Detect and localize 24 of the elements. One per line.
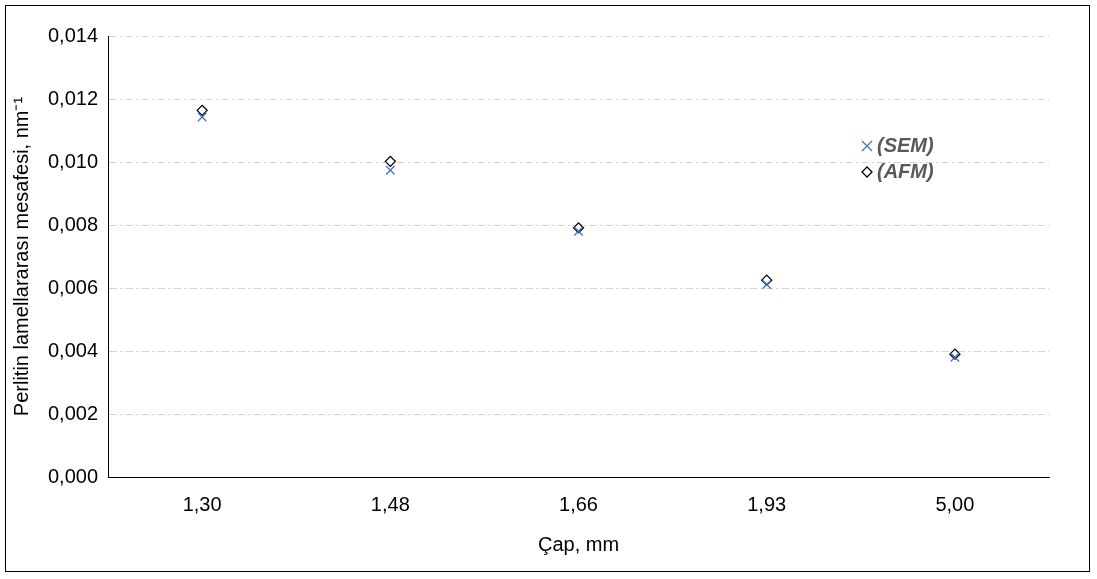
x-tick-label: 5,00 xyxy=(935,492,975,515)
x-axis-title: Çap, mm xyxy=(537,532,620,555)
y-axis-title: Perlitin lamellararası mesafesi, nm⁻¹ xyxy=(9,96,32,417)
y-tick-label: 0,002 xyxy=(47,401,99,424)
point xyxy=(197,112,208,122)
x-tick-label: 1,66 xyxy=(559,492,598,515)
y-tick-label: 0,004 xyxy=(47,338,99,361)
y-tick-label: 0,008 xyxy=(47,212,99,235)
point xyxy=(573,226,584,237)
point xyxy=(761,279,772,290)
point xyxy=(950,352,960,363)
y-tick-label: 0,000 xyxy=(47,464,99,487)
point xyxy=(385,165,396,176)
y-tick-label: 0,012 xyxy=(47,86,99,109)
y-tick-label: 0,006 xyxy=(47,275,99,298)
x-tick-label: 1,93 xyxy=(747,492,787,515)
legend-label: (SEM) xyxy=(877,133,934,156)
point xyxy=(196,104,208,116)
x-tick-label: 1,30 xyxy=(182,492,222,515)
legend-label: (AFM) xyxy=(877,159,934,182)
point xyxy=(384,155,396,168)
y-tick-label: 0,014 xyxy=(47,23,99,46)
x-tick-label: 1,48 xyxy=(370,492,410,515)
y-tick-label: 0,010 xyxy=(47,149,99,172)
